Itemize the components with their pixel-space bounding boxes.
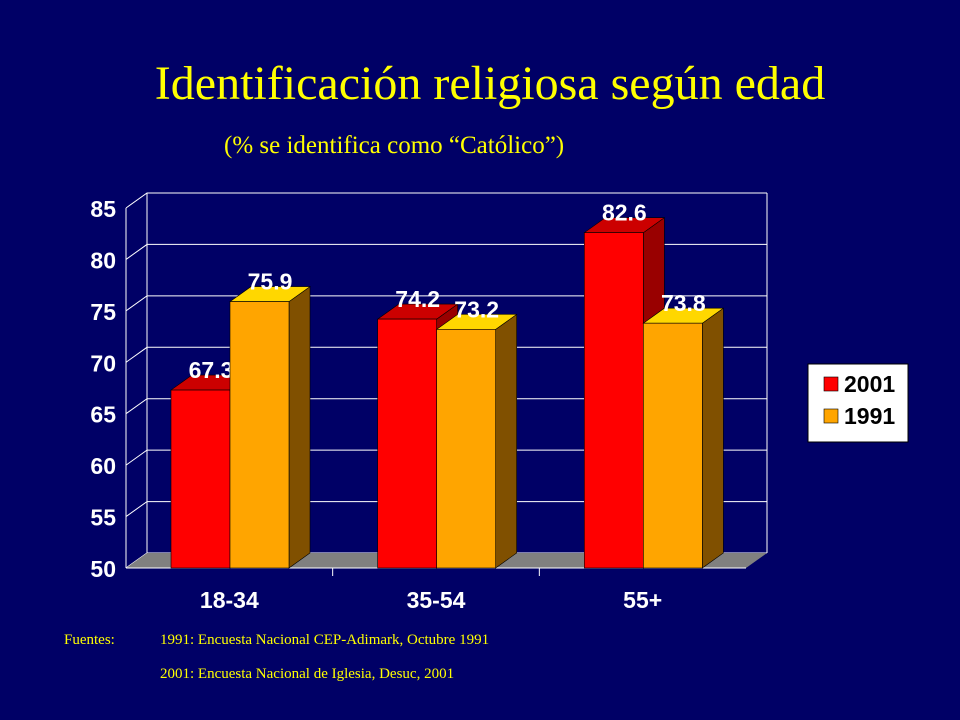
gridline bbox=[125, 501, 767, 517]
bar-1991-55+ bbox=[643, 322, 703, 569]
bar-side-1991-35-54 bbox=[495, 313, 517, 569]
y-tick-label-4: 70 bbox=[90, 350, 116, 376]
data-label-2001-55+: 82.6 bbox=[602, 200, 647, 226]
slide-subtitle: (% se identifica como “Católico”) bbox=[224, 132, 565, 159]
y-tick-label-6: 80 bbox=[90, 247, 116, 273]
y-tick-label-2: 60 bbox=[90, 453, 116, 479]
y-tick-label-0: 50 bbox=[90, 556, 116, 582]
source-1991: 1991: Encuesta Nacional CEP-Adimark, Oct… bbox=[160, 632, 490, 648]
gridline bbox=[125, 346, 767, 363]
y-tick-label-5: 75 bbox=[90, 299, 116, 325]
sources-label: Fuentes: bbox=[64, 632, 115, 648]
data-label-1991-35-54: 73.2 bbox=[454, 296, 499, 322]
bar-1991-35-54 bbox=[436, 329, 496, 569]
bar-side-1991-55+ bbox=[702, 307, 724, 569]
legend-label-1991: 1991 bbox=[844, 403, 895, 429]
legend-swatch-2001 bbox=[823, 376, 839, 392]
y-tick-label-3: 65 bbox=[90, 402, 116, 428]
slide-title: Identificación religiosa según edad bbox=[154, 57, 826, 110]
legend-label-2001: 2001 bbox=[844, 371, 895, 397]
x-tick-label-35-54: 35-54 bbox=[407, 587, 466, 613]
x-tick-label-18-34: 18-34 bbox=[200, 587, 259, 613]
bar-2001-35-54 bbox=[377, 318, 437, 569]
gridline bbox=[125, 449, 767, 466]
bar-2001-18-34 bbox=[170, 389, 231, 569]
bar-1991-18-34 bbox=[229, 301, 290, 569]
gridline bbox=[125, 398, 767, 415]
gridline bbox=[125, 295, 767, 312]
bar-2001-55+ bbox=[584, 232, 644, 569]
y-tick-label-7: 85 bbox=[90, 196, 116, 222]
gridline bbox=[125, 192, 767, 209]
data-label-1991-55+: 73.8 bbox=[661, 290, 706, 316]
x-tick-label-55+: 55+ bbox=[623, 587, 662, 613]
data-label-1991-18-34: 75.9 bbox=[248, 269, 293, 295]
source-2001: 2001: Encuesta Nacional de Iglesia, Desu… bbox=[160, 666, 455, 682]
y-tick-label-1: 55 bbox=[90, 505, 116, 531]
legend-swatch-1991 bbox=[823, 408, 839, 424]
data-label-2001-35-54: 74.2 bbox=[395, 286, 440, 312]
bar-side-1991-18-34 bbox=[288, 286, 311, 569]
data-label-2001-18-34: 67.3 bbox=[189, 357, 234, 383]
gridline bbox=[125, 243, 767, 260]
